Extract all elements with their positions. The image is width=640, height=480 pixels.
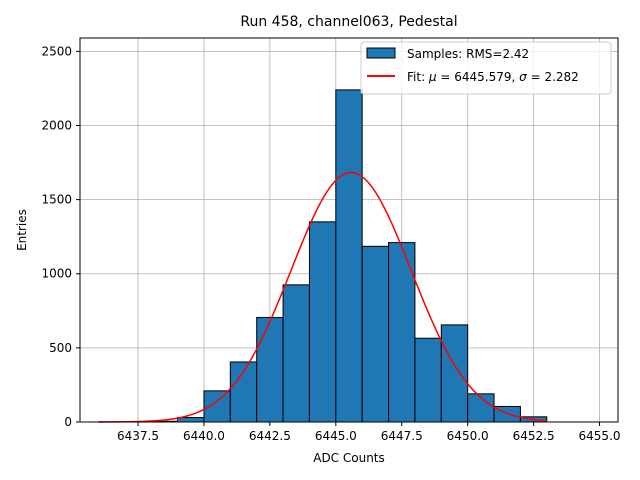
x-tick-label: 6447.5 <box>381 429 423 443</box>
histogram-bar <box>177 417 205 423</box>
histogram-bar <box>440 324 469 423</box>
histogram-bar <box>335 89 363 423</box>
y-axis-label: Entries <box>15 209 29 251</box>
legend-fit-sigma-value: = 2.282 <box>527 70 579 84</box>
fit-curve <box>98 171 547 423</box>
y-tick-label: 2000 <box>41 118 72 132</box>
histogram-bar <box>308 221 337 423</box>
histogram-bar <box>361 245 390 423</box>
y-tick-label: 0 <box>64 415 72 429</box>
x-tick-label: 6440.0 <box>183 429 225 443</box>
legend-histogram-swatch <box>366 47 396 59</box>
legend-fit-mu-symbol: μ <box>428 70 437 84</box>
histogram-bar <box>388 242 416 423</box>
legend-histogram-label: Samples: RMS=2.42 <box>407 47 529 61</box>
legend-fit-label: Fit: μ = 6445.579, σ = 2.282 <box>407 70 579 84</box>
histogram-bar <box>256 316 284 423</box>
x-axis-label: ADC Counts <box>313 451 385 465</box>
y-tick-label: 1000 <box>41 267 72 281</box>
x-tick-label: 6455.0 <box>579 429 621 443</box>
legend: Samples: RMS=2.42 Fit: μ = 6445.579, σ =… <box>360 41 612 95</box>
x-tick-label: 6445.0 <box>315 429 357 443</box>
chart-title: Run 458, channel063, Pedestal <box>240 14 457 30</box>
x-tick-label: 6442.5 <box>249 429 291 443</box>
y-axis-ticks: 0 500 1000 1500 2000 2500 <box>41 44 80 429</box>
plot-frame <box>79 37 619 423</box>
histogram-bar <box>414 337 442 423</box>
x-tick-label: 6437.5 <box>117 429 159 443</box>
histogram-bars <box>97 89 548 423</box>
legend-box <box>360 41 612 95</box>
legend-fit-prefix: Fit: <box>407 70 429 84</box>
legend-fit-mu-value: = 6445.579, <box>437 70 520 84</box>
x-axis-ticks: 6437.5 6440.0 6442.5 6445.0 6447.5 6450.0 6452… <box>117 422 621 443</box>
histogram-bar <box>282 284 310 423</box>
x-tick-label: 6452.5 <box>513 429 555 443</box>
y-tick-label: 500 <box>49 341 72 355</box>
y-tick-label: 2500 <box>41 44 72 58</box>
legend-fit-sigma-symbol: σ <box>519 70 527 84</box>
y-tick-label: 1500 <box>41 193 72 207</box>
x-tick-label: 6450.0 <box>447 429 489 443</box>
